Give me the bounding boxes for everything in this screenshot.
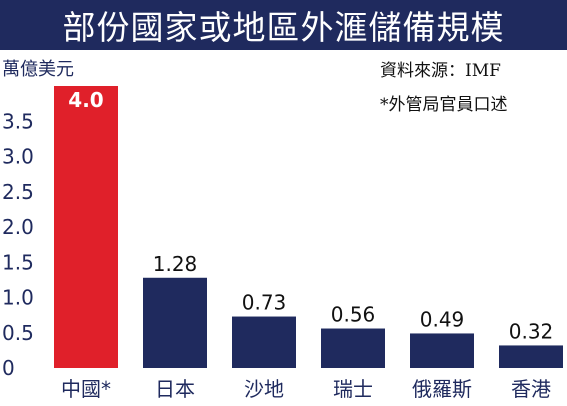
footnote: *外管局官員口述: [380, 95, 508, 115]
y-tick-label: 3.5: [2, 109, 34, 133]
bar: [499, 345, 563, 368]
x-tick-label: 中國*: [61, 377, 111, 401]
data-label: 0.49: [420, 307, 465, 331]
y-tick-label: 1.0: [2, 286, 34, 310]
source-note: 資料來源：IMF: [380, 61, 501, 81]
data-label: 4.0: [68, 88, 103, 112]
bar: [321, 328, 385, 368]
y-tick-label: 3.0: [2, 145, 34, 169]
x-tick-label: 瑞士: [333, 377, 373, 401]
bar: [232, 316, 296, 368]
bar: [410, 333, 474, 368]
x-tick-label: 俄羅斯: [412, 377, 472, 401]
y-tick-label: 2.0: [2, 215, 34, 239]
data-label: 0.32: [509, 319, 554, 343]
y-axis-unit-label: 萬億美元: [2, 59, 74, 80]
bar: [54, 86, 118, 368]
y-tick-label: 0.5: [2, 321, 34, 345]
title-bar: 部份國家或地區外滙儲備規模: [0, 0, 567, 50]
x-tick-label: 香港: [511, 377, 551, 401]
chart-title: 部份國家或地區外滙儲備規模: [62, 8, 505, 47]
data-label: 0.73: [242, 291, 287, 315]
bar: [143, 277, 207, 368]
data-label: 1.28: [153, 252, 198, 276]
y-tick-label: 1.5: [2, 250, 34, 274]
x-tick-label: 沙地: [244, 377, 284, 401]
x-tick-label: 日本: [155, 377, 195, 401]
data-label: 0.56: [331, 303, 376, 327]
y-tick-label: 2.5: [2, 180, 34, 204]
y-tick-label: 0: [2, 356, 15, 380]
